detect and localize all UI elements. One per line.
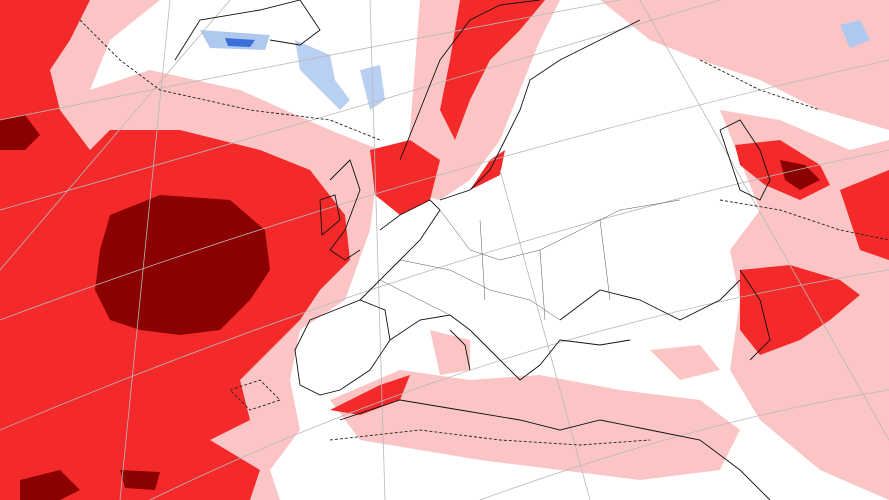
coastlines — [174, 0, 771, 500]
contours — [79, 19, 889, 446]
cold-anomaly — [200, 20, 870, 110]
borders — [379, 199, 681, 321]
strong-warm-anomaly — [0, 115, 820, 500]
